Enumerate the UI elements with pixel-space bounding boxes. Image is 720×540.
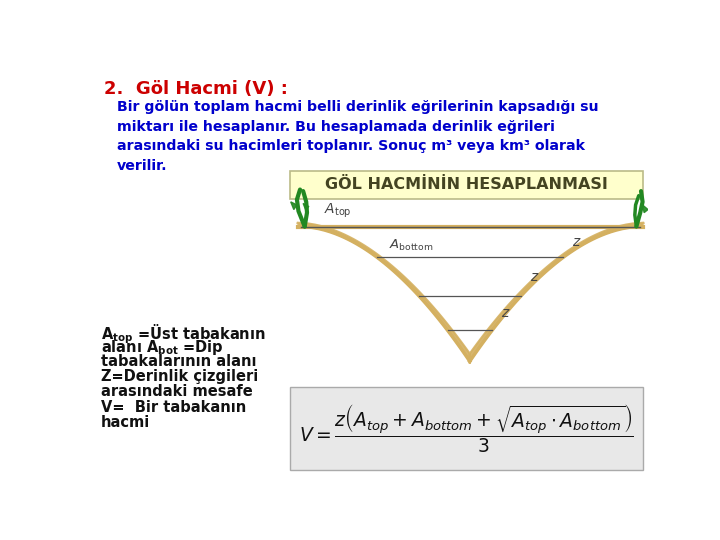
Text: $V = \dfrac{z\left(A_{top} + A_{bottom} + \sqrt{A_{top} \cdot A_{bottom}}\right): $V = \dfrac{z\left(A_{top} + A_{bottom} … <box>299 402 634 455</box>
Text: z: z <box>531 269 538 284</box>
Text: Z=Derinlik çizgileri: Z=Derinlik çizgileri <box>101 369 258 384</box>
Text: alanı $\mathbf{A_{bot}}$ =Dip: alanı $\mathbf{A_{bot}}$ =Dip <box>101 338 224 357</box>
Text: $A_{\rm bottom}$: $A_{\rm bottom}$ <box>389 238 433 253</box>
FancyBboxPatch shape <box>290 387 642 470</box>
Text: 2.  Göl Hacmi (V) :: 2. Göl Hacmi (V) : <box>104 80 288 98</box>
Text: GÖL HACMİNİN HESAPLANMASI: GÖL HACMİNİN HESAPLANMASI <box>325 178 608 192</box>
Polygon shape <box>303 204 309 211</box>
Text: arasındaki mesafe: arasındaki mesafe <box>101 384 253 400</box>
Text: Bir gölün toplam hacmi belli derinlik eğrilerinin kapsadığı su
miktarı ile hesap: Bir gölün toplam hacmi belli derinlik eğ… <box>117 100 599 173</box>
Text: z: z <box>572 235 580 249</box>
Polygon shape <box>297 222 644 363</box>
Text: hacmi: hacmi <box>101 415 150 430</box>
Polygon shape <box>642 205 648 213</box>
Text: z: z <box>501 306 508 320</box>
Text: $\mathbf{A_{top}}$ =Üst tabakanın: $\mathbf{A_{top}}$ =Üst tabakanın <box>101 323 266 346</box>
Text: V=  Bir tabakanın: V= Bir tabakanın <box>101 400 246 415</box>
Text: tabakalarının alanı: tabakalarının alanı <box>101 354 256 368</box>
FancyBboxPatch shape <box>290 171 642 199</box>
Polygon shape <box>291 202 297 210</box>
Text: $A_{\rm top}$: $A_{\rm top}$ <box>324 202 351 220</box>
